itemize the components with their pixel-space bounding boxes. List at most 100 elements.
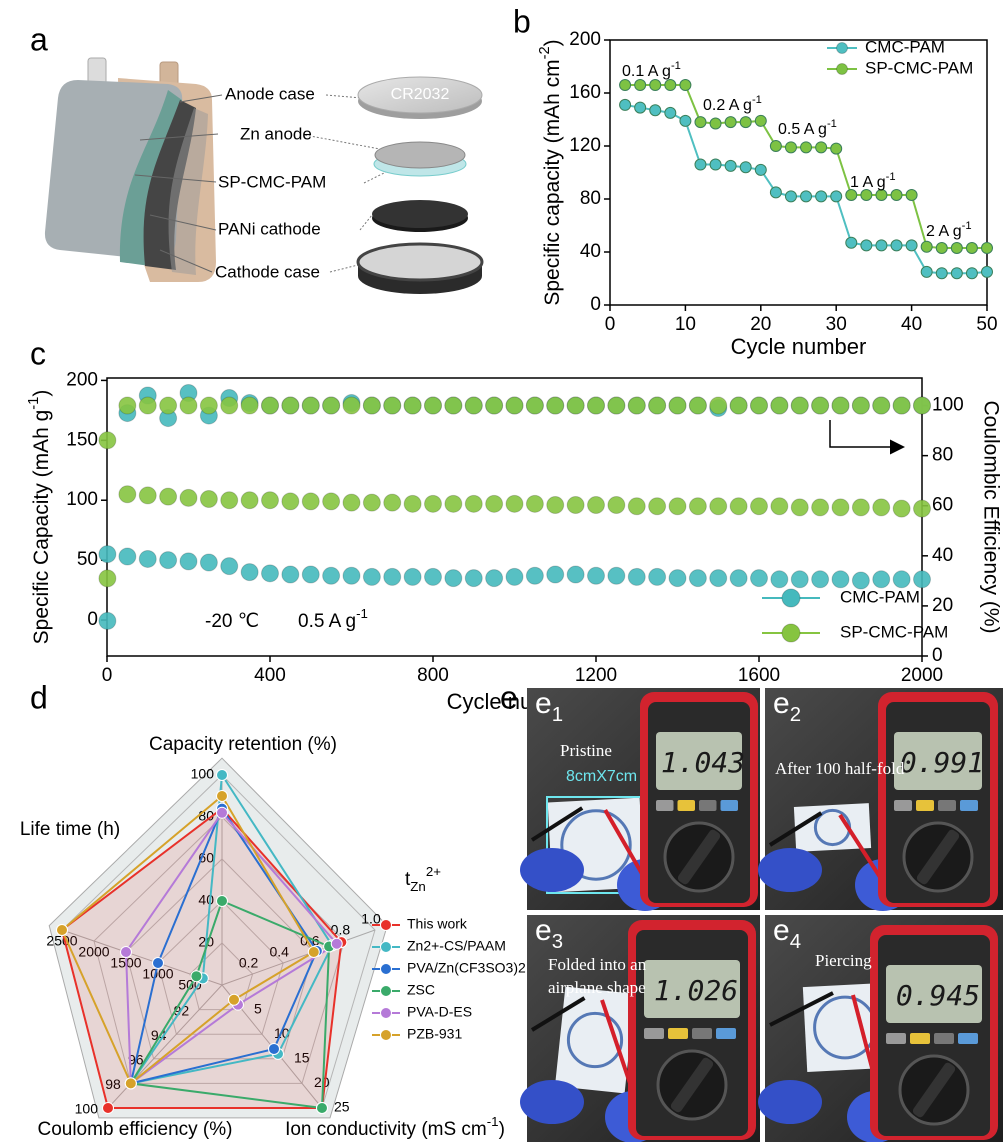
data-point <box>323 493 340 510</box>
data-point <box>669 570 686 587</box>
annotation-part: 0.1 A g <box>622 63 671 80</box>
data-point <box>200 554 217 571</box>
radar-axis-title-sup: -1 <box>487 1114 499 1129</box>
data-point <box>160 397 177 414</box>
data-point <box>323 397 340 414</box>
data-point <box>755 115 766 126</box>
multimeter-button <box>960 800 978 811</box>
data-point <box>486 570 503 587</box>
x-axis-label: Cycle number <box>731 334 867 359</box>
data-point <box>363 568 380 585</box>
radar-point <box>317 1103 328 1114</box>
data-point <box>486 397 503 414</box>
data-point <box>628 568 645 585</box>
legend-marker <box>381 920 392 931</box>
data-point <box>506 397 523 414</box>
y-axis-label-part: Specific capacity (mAh cm <box>541 59 564 305</box>
data-point <box>812 571 829 588</box>
data-point <box>282 397 299 414</box>
data-point <box>680 115 691 126</box>
data-point <box>547 566 564 583</box>
multimeter-button <box>668 1028 688 1039</box>
data-point <box>893 397 910 414</box>
data-point <box>384 568 401 585</box>
panel-label: d <box>30 679 48 715</box>
data-point <box>751 498 768 515</box>
data-point <box>180 397 197 414</box>
glove <box>520 848 584 892</box>
y2-tick-label: 40 <box>932 545 953 566</box>
radar-tick-label: 100 <box>191 766 215 782</box>
radar-axis-title: tZn2+ <box>405 864 441 894</box>
data-point <box>740 162 751 173</box>
multimeter-button <box>716 1028 736 1039</box>
annotation: 0.1 A g-1 <box>622 60 681 80</box>
data-point <box>200 397 217 414</box>
y2-tick-label: 0 <box>932 645 943 666</box>
data-point <box>608 497 625 514</box>
data-point <box>740 117 751 128</box>
multimeter-button <box>938 800 956 811</box>
data-point <box>710 118 721 129</box>
data-point <box>695 159 706 170</box>
data-point <box>816 142 827 153</box>
data-point <box>241 564 258 581</box>
legend-marker <box>782 589 800 607</box>
legend-marker <box>837 43 848 54</box>
data-point <box>567 566 584 583</box>
x-tick-label: 30 <box>826 314 847 335</box>
annotation-sup: -1 <box>752 94 762 106</box>
x-tick-label: 1200 <box>575 665 617 686</box>
y2-axis-label: Coulombic Efficiency (%) <box>979 400 1002 633</box>
data-point <box>221 492 238 509</box>
legend-label: PVA-D-ES <box>407 1004 472 1020</box>
annotation: 0.5 A g-1 <box>298 606 368 632</box>
data-point <box>680 80 691 91</box>
data-point <box>119 548 136 565</box>
data-point <box>695 117 706 128</box>
component-label: SP-CMC-PAM <box>218 172 326 191</box>
data-point <box>363 397 380 414</box>
data-point <box>801 142 812 153</box>
data-point <box>891 240 902 251</box>
photo-label-letter: e <box>535 687 552 720</box>
data-point <box>812 499 829 516</box>
radar-point <box>217 896 228 907</box>
y2-tick-label: 80 <box>932 445 953 466</box>
radar-point <box>308 947 319 958</box>
legend-marker <box>381 942 392 953</box>
data-point <box>302 566 319 583</box>
data-point <box>649 498 666 515</box>
x-tick-label: 50 <box>976 314 997 335</box>
case-rim <box>358 244 482 280</box>
data-point <box>725 117 736 128</box>
multimeter-button <box>894 800 912 811</box>
data-point <box>588 497 605 514</box>
component-label: PANi cathode <box>218 219 321 238</box>
legend-marker <box>381 964 392 975</box>
radar-point <box>331 938 342 949</box>
data-point <box>139 550 156 567</box>
radar-point <box>125 1078 136 1089</box>
data-point <box>771 571 788 588</box>
data-point <box>936 268 947 279</box>
data-point <box>982 266 993 277</box>
data-point <box>404 568 421 585</box>
data-point <box>526 567 543 584</box>
photo-caption: Piercing <box>815 951 872 970</box>
data-point <box>302 397 319 414</box>
data-point <box>785 142 796 153</box>
multimeter-button <box>910 1033 930 1044</box>
data-point <box>665 107 676 118</box>
annotation-part: 0.5 A g <box>778 121 827 138</box>
data-point <box>914 571 931 588</box>
data-point <box>526 397 543 414</box>
data-point <box>241 492 258 509</box>
data-point <box>282 566 299 583</box>
multimeter-button <box>721 800 739 811</box>
multimeter-button <box>934 1033 954 1044</box>
x-tick-label: 20 <box>750 314 771 335</box>
data-point <box>831 191 842 202</box>
data-point <box>119 397 136 414</box>
legend-label: PVA/Zn(CF3SO3)2 <box>407 960 526 976</box>
